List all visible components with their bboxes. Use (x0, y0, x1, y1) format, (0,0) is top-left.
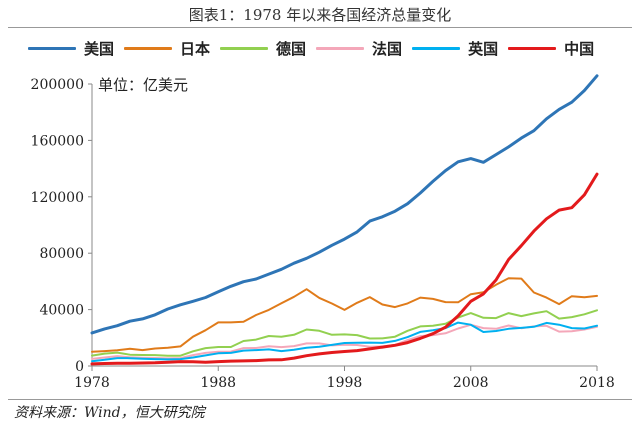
legend-item-uk: 英国 (412, 38, 498, 59)
x-tick-label: 1978 (74, 375, 110, 391)
legend-item-france: 法国 (316, 38, 402, 59)
legend-item-germany: 德国 (220, 38, 306, 59)
unit-label: 单位：亿美元 (98, 76, 189, 94)
y-tick-label: 200000 (31, 77, 84, 93)
chart-legend: 美国 日本 德国 法国 英国 中国 (28, 38, 594, 59)
legend-item-usa: 美国 (28, 38, 114, 59)
series-line-3 (91, 323, 598, 360)
legend-swatch (508, 47, 557, 50)
series-line-5 (90, 172, 599, 366)
y-tick-label: 40000 (39, 303, 84, 319)
legend-swatch (28, 47, 76, 50)
legend-item-japan: 日本 (124, 38, 210, 59)
footer-divider (8, 399, 632, 400)
y-tick-label: 0 (75, 359, 84, 375)
x-tick-label: 2008 (453, 375, 489, 391)
legend-label: 日本 (180, 40, 211, 58)
line-chart: 0 40000 80000 120000 160000 200000 1978 1988 199… (31, 74, 615, 391)
series-line-0 (90, 74, 599, 335)
series-line-1 (91, 277, 598, 353)
legend-label: 中国 (564, 40, 595, 58)
x-tick-label: 1988 (200, 375, 236, 391)
x-tick-label: 2018 (579, 375, 615, 391)
legend-item-china: 中国 (508, 38, 594, 59)
source-note: 资料来源：Wind，恒大研究院 (14, 405, 205, 421)
title-divider (8, 27, 632, 28)
series-line-4 (91, 321, 598, 363)
legend-label: 美国 (84, 40, 115, 58)
y-tick-label: 160000 (31, 133, 84, 149)
legend-swatch (220, 47, 269, 50)
x-tick-label: 1998 (327, 375, 363, 391)
legend-label: 德国 (276, 40, 307, 58)
legend-swatch (316, 47, 365, 50)
legend-label: 法国 (372, 40, 403, 58)
legend-label: 英国 (468, 40, 499, 58)
legend-swatch (124, 47, 173, 50)
y-tick-label: 80000 (39, 246, 84, 262)
chart-title: 图表1：1978 年以来各国经济总量变化 (188, 6, 452, 24)
legend-swatch (412, 47, 461, 50)
series-line-2 (91, 309, 598, 357)
y-tick-label: 120000 (31, 190, 84, 206)
